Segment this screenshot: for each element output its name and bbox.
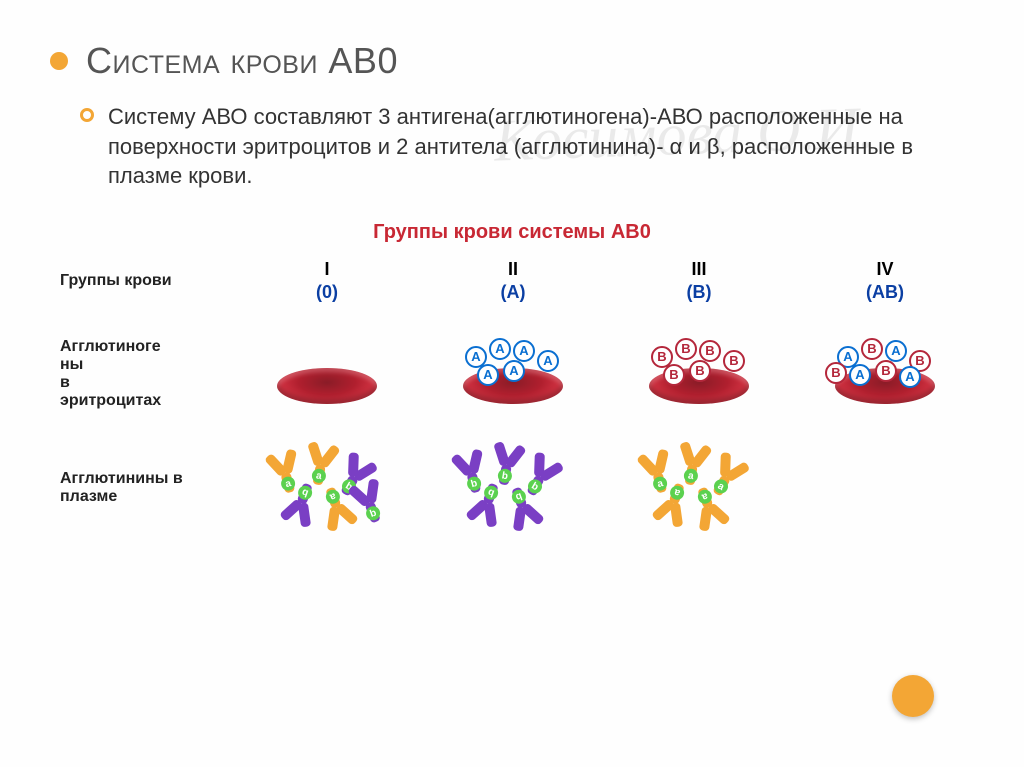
colhead-1: II (A) bbox=[424, 258, 602, 305]
title-bullet-icon bbox=[50, 52, 68, 70]
blood-group-grid: Группы крови I (0) II (A) III (B) IV (AB… bbox=[60, 258, 974, 533]
description-row: Систему АВО составляют 3 антигена(агглют… bbox=[80, 102, 974, 191]
ab-cell-1: bbbbb bbox=[424, 443, 602, 533]
rbc-cell-3: ABABABAB bbox=[796, 329, 974, 419]
antigen-B-icon: B bbox=[875, 360, 897, 382]
rbc-cell-1: AAAAAA bbox=[424, 329, 602, 419]
antigen-B-icon: B bbox=[699, 340, 721, 362]
colhead-2: III (B) bbox=[610, 258, 788, 305]
diagram-subtitle: Группы крови системы AB0 bbox=[50, 221, 974, 244]
antigen-B-icon: B bbox=[825, 362, 847, 384]
antigen-A-icon: A bbox=[513, 340, 535, 362]
rbc-icon bbox=[277, 368, 377, 404]
col-sym-2: (B) bbox=[687, 282, 712, 302]
rbc-cell-2: BBBBBB bbox=[610, 329, 788, 419]
antigen-A-icon: A bbox=[489, 338, 511, 360]
antigen-A-icon: A bbox=[885, 340, 907, 362]
antigen-B-icon: B bbox=[689, 360, 711, 382]
ab-cell-2: aaaaa bbox=[610, 443, 788, 533]
rowlabel-agglutinins: Агглютинины в плазме bbox=[60, 470, 230, 506]
col-sym-0: (0) bbox=[316, 282, 338, 302]
slide-title: Система крови АВ0 bbox=[86, 40, 398, 82]
rowlabel-groups: Группы крови bbox=[60, 272, 230, 290]
antigen-B-icon: B bbox=[663, 364, 685, 386]
col-num-0: I bbox=[324, 259, 329, 279]
col-num-1: II bbox=[508, 259, 518, 279]
ab-cell-3 bbox=[796, 443, 974, 533]
col-sym-3: (AB) bbox=[866, 282, 904, 302]
antigen-A-icon: A bbox=[503, 360, 525, 382]
antigen-A-icon: A bbox=[899, 366, 921, 388]
slide-description: Систему АВО составляют 3 антигена(агглют… bbox=[108, 102, 948, 191]
colhead-0: I (0) bbox=[238, 258, 416, 305]
antigen-A-icon: A bbox=[537, 350, 559, 372]
antigen-B-icon: B bbox=[675, 338, 697, 360]
rbc-cell-0 bbox=[238, 329, 416, 419]
antigen-A-icon: A bbox=[477, 364, 499, 386]
title-row: Система крови АВ0 bbox=[50, 40, 974, 82]
antigen-A-icon: A bbox=[849, 364, 871, 386]
antigen-B-icon: B bbox=[861, 338, 883, 360]
ab-cell-0: aabbab bbox=[238, 443, 416, 533]
desc-bullet-icon bbox=[80, 108, 94, 122]
col-num-2: III bbox=[691, 259, 706, 279]
colhead-3: IV (AB) bbox=[796, 258, 974, 305]
antigen-B-icon: B bbox=[723, 350, 745, 372]
col-sym-1: (A) bbox=[501, 282, 526, 302]
accent-dot-icon bbox=[892, 675, 934, 717]
col-num-3: IV bbox=[876, 259, 893, 279]
rowlabel-agglutinogens: Агглютиноге ны в эритроцитах bbox=[60, 338, 230, 410]
slide: Система крови АВ0 Систему АВО составляют… bbox=[0, 0, 1024, 767]
